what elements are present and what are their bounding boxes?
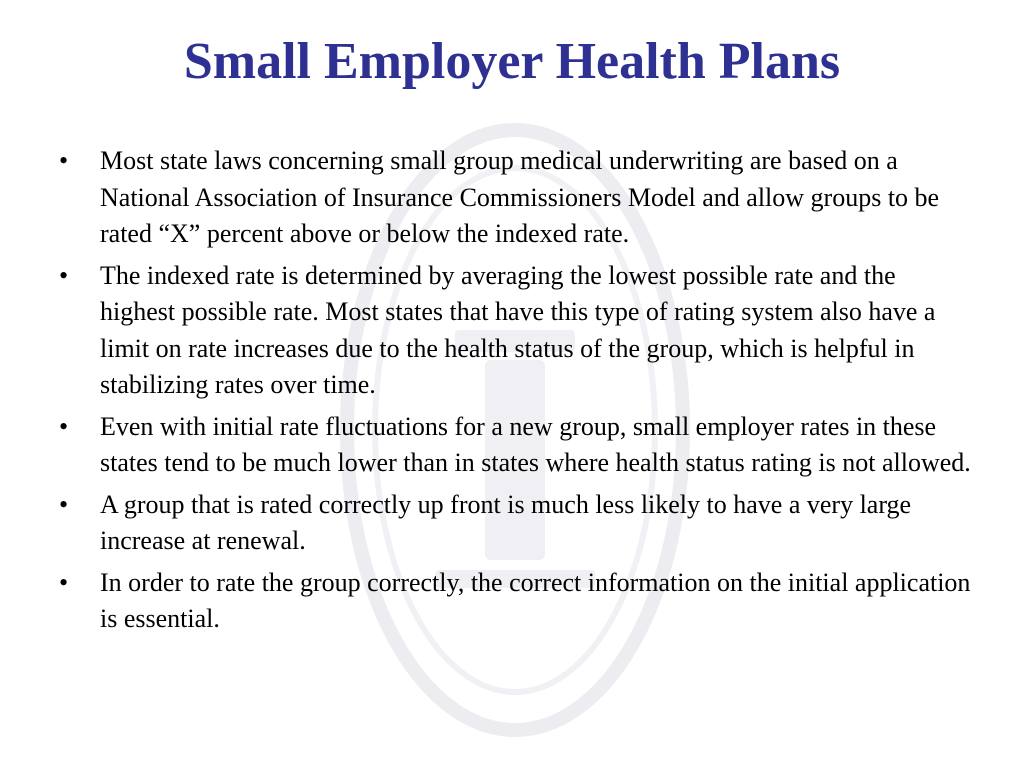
state-seal-watermark-icon (340, 123, 690, 737)
bullet-text: A group that is rated correctly up front… (100, 489, 912, 556)
list-item: • Even with initial rate fluctuations fo… (56, 409, 971, 482)
list-item: • In order to rate the group correctly, … (56, 565, 971, 638)
bullet-dot-icon: • (59, 411, 69, 441)
bullet-dot-icon: • (59, 489, 69, 519)
slide-title: Small Employer Health Plans (183, 33, 841, 90)
list-item: • A group that is rated correctly up fro… (56, 487, 971, 560)
list-item: • The indexed rate is determined by aver… (56, 258, 971, 404)
bullet-text: In order to rate the group correctly, th… (100, 567, 971, 634)
bullet-dot-icon: • (59, 567, 69, 597)
bullet-dot-icon: • (59, 260, 69, 290)
list-item: • Most state laws concerning small group… (56, 143, 971, 253)
bullet-dot-icon: • (59, 146, 69, 175)
bullet-list: • Most state laws concerning small group… (56, 143, 971, 643)
bullet-text: Most state laws concerning small group m… (100, 146, 940, 248)
bullet-text: The indexed rate is determined by averag… (100, 260, 936, 400)
bullet-text: Even with initial rate fluctuations for … (100, 411, 971, 478)
